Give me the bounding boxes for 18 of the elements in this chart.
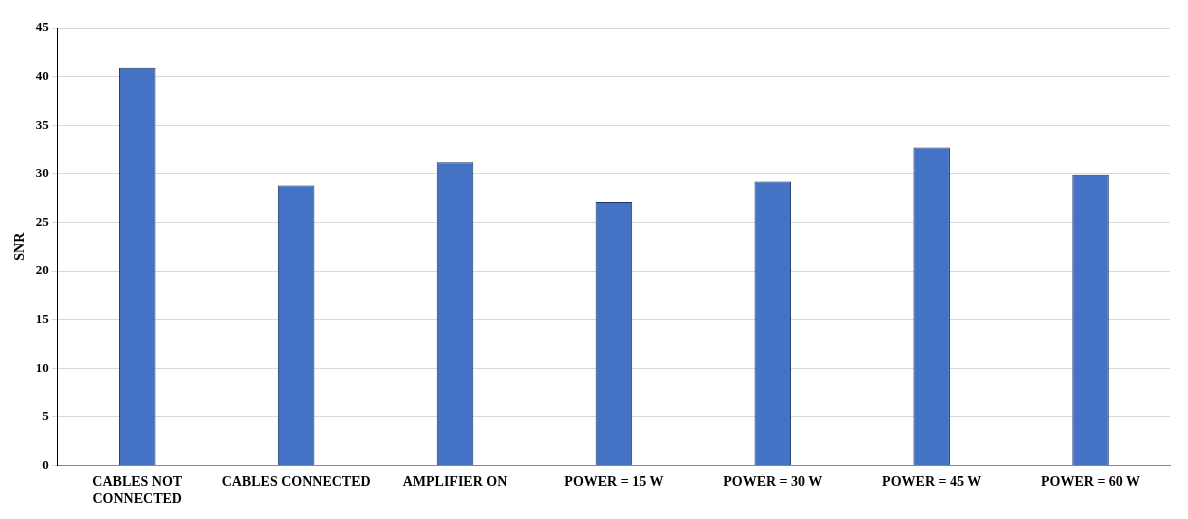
x-tick-label: CABLES NOT CONNECTED (92, 474, 183, 507)
y-tick-label: 0 (42, 456, 49, 472)
y-tick-label: 45 (35, 19, 50, 35)
x-tick-label: CABLES CONNECTED (221, 474, 371, 490)
y-tick-label: 15 (35, 310, 50, 326)
y-tick-label: 40 (35, 67, 49, 83)
y-tick-label: 25 (35, 213, 50, 229)
y-tick-label: 35 (35, 116, 50, 132)
y-axis-title: SNR (12, 231, 28, 261)
y-tick-label: 5 (42, 408, 50, 424)
x-tick-label: POWER = 30 W (723, 474, 823, 490)
x-tick-label: POWER = 45 W (882, 474, 982, 490)
x-tick-label: POWER = 60 W (1040, 474, 1141, 490)
y-tick-label: 30 (35, 165, 49, 181)
y-tick-label: 20 (35, 262, 49, 278)
x-tick-label: POWER = 15 W (564, 474, 664, 490)
y-tick-label: 10 (35, 359, 49, 375)
x-tick-label: AMPLIFIER ON (402, 474, 508, 490)
